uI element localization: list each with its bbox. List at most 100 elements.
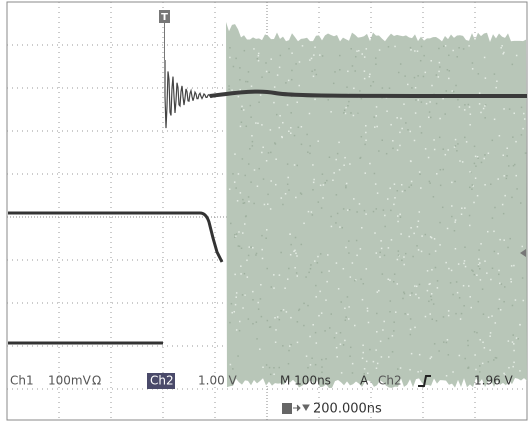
speck (275, 113, 278, 116)
speck (420, 370, 422, 372)
trigger-position-arrow (293, 404, 310, 412)
speck (493, 118, 496, 121)
speck (311, 357, 313, 359)
speck (247, 254, 250, 257)
speck (467, 339, 469, 342)
speck (433, 343, 436, 345)
speck (259, 298, 262, 300)
speck (237, 95, 240, 98)
speck (257, 301, 259, 304)
speck (332, 82, 335, 85)
speck (345, 246, 347, 249)
speck (315, 73, 318, 76)
speck (376, 362, 379, 365)
speck (403, 256, 405, 258)
speck (418, 211, 421, 213)
speck (442, 168, 444, 171)
speck (521, 245, 524, 248)
speck (482, 341, 484, 344)
speck (444, 113, 446, 115)
speck (310, 57, 313, 60)
speck (340, 372, 343, 374)
speck (479, 268, 481, 270)
speck (493, 230, 495, 233)
speck (452, 90, 455, 93)
speck (365, 48, 368, 50)
speck (298, 61, 301, 63)
speck (347, 105, 349, 107)
speck (363, 77, 366, 80)
speck (386, 110, 388, 112)
speck (522, 299, 525, 302)
speck (428, 111, 431, 113)
speck (314, 46, 316, 49)
trigger-marker: T (161, 12, 168, 23)
speck (268, 71, 270, 73)
speck (262, 146, 264, 149)
speck (303, 222, 305, 225)
speck (360, 135, 363, 138)
speck (237, 245, 240, 247)
speck (354, 279, 357, 281)
speck (249, 148, 251, 150)
speck (455, 312, 457, 315)
speck (498, 298, 501, 301)
speck (255, 122, 257, 124)
speck (229, 56, 231, 59)
speck (366, 310, 369, 312)
speck (449, 282, 452, 284)
speck (324, 182, 326, 184)
speck (363, 209, 366, 212)
speck (430, 293, 433, 295)
speck (502, 53, 504, 55)
speck (306, 133, 308, 136)
speck (286, 183, 289, 186)
speck (401, 190, 404, 193)
speck (478, 92, 481, 94)
speck (346, 209, 349, 211)
speck (345, 186, 347, 189)
speck (469, 113, 472, 115)
speck (260, 315, 263, 318)
speck (397, 220, 399, 223)
speck (400, 184, 403, 186)
speck (314, 69, 316, 71)
speck (418, 283, 421, 286)
speck (308, 112, 311, 115)
speck (335, 194, 338, 196)
speck (322, 197, 324, 199)
speck (319, 253, 322, 255)
speck (396, 190, 399, 192)
speck (300, 193, 303, 195)
speck (353, 198, 355, 200)
speck (265, 364, 268, 366)
speck (309, 152, 311, 155)
speck (251, 140, 254, 143)
speck (281, 135, 283, 138)
speck (245, 125, 248, 128)
speck (338, 169, 341, 171)
speck (362, 283, 365, 285)
speck (333, 336, 336, 339)
speck (290, 112, 292, 114)
speck (480, 161, 483, 164)
speck (242, 109, 245, 111)
speck (314, 331, 317, 334)
speck (513, 112, 515, 115)
speck (474, 155, 477, 158)
speck (461, 161, 464, 163)
speck (242, 307, 244, 309)
speck (267, 152, 270, 154)
speck (265, 62, 267, 64)
speck (246, 259, 248, 262)
speck (381, 273, 384, 275)
speck (361, 53, 363, 55)
speck (247, 71, 250, 73)
speck (416, 245, 418, 247)
speck (417, 249, 420, 251)
speck (317, 201, 320, 203)
speck (394, 311, 397, 313)
speck (339, 69, 341, 71)
speck (317, 140, 319, 142)
speck (236, 200, 239, 202)
